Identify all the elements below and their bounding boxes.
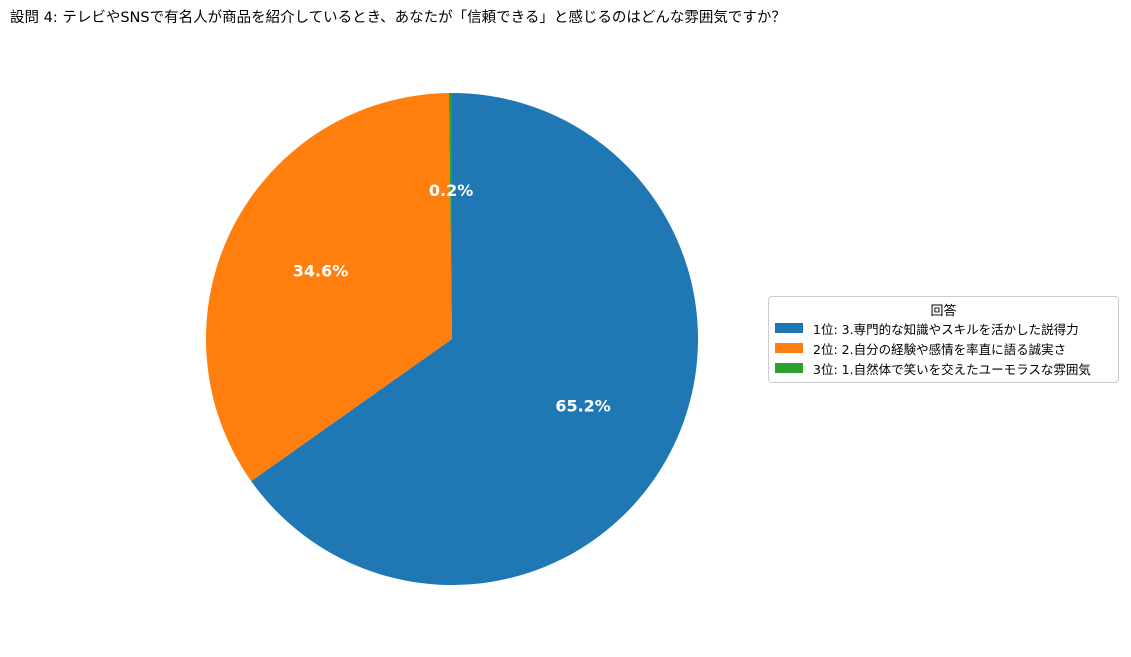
percentage-label-3: 0.2%	[429, 181, 473, 200]
pie-slices	[206, 93, 698, 586]
legend-item-2: 2位: 2.自分の経験や感情を率直に語る誠実さ	[775, 339, 1066, 357]
pie-slice-humor	[448, 93, 452, 339]
legend-swatch-blue	[775, 323, 803, 333]
legend-title: 回答	[930, 304, 957, 319]
percentage-label-1: 65.2%	[555, 396, 611, 415]
legend-swatch-orange	[775, 343, 803, 353]
pie-slice-sincerity	[206, 93, 452, 482]
legend-label-2: 2位: 2.自分の経験や感情を率直に語る誠実さ	[813, 341, 1067, 357]
percentage-labels: 65.2% 34.6% 0.2%	[293, 181, 611, 415]
chart-title: 設問 4: テレビやSNSで有名人が商品を紹介しているとき、あなたが「信頼できる…	[10, 10, 786, 26]
legend-swatch-green	[775, 363, 803, 373]
legend: 回答 1位: 3.専門的な知識やスキルを活かした説得力 2位: 2.自分の経験や…	[768, 296, 1119, 383]
legend-label-3: 3位: 1.自然体で笑いを交えたユーモラスな雰囲気	[813, 361, 1091, 377]
legend-item-3: 3位: 1.自然体で笑いを交えたユーモラスな雰囲気	[775, 359, 1091, 377]
legend-item-1: 1位: 3.専門的な知識やスキルを活かした説得力	[775, 319, 1079, 337]
legend-label-1: 1位: 3.専門的な知識やスキルを活かした説得力	[813, 321, 1079, 337]
pie-slice-expertise	[251, 93, 698, 586]
percentage-label-2: 34.6%	[293, 261, 349, 280]
